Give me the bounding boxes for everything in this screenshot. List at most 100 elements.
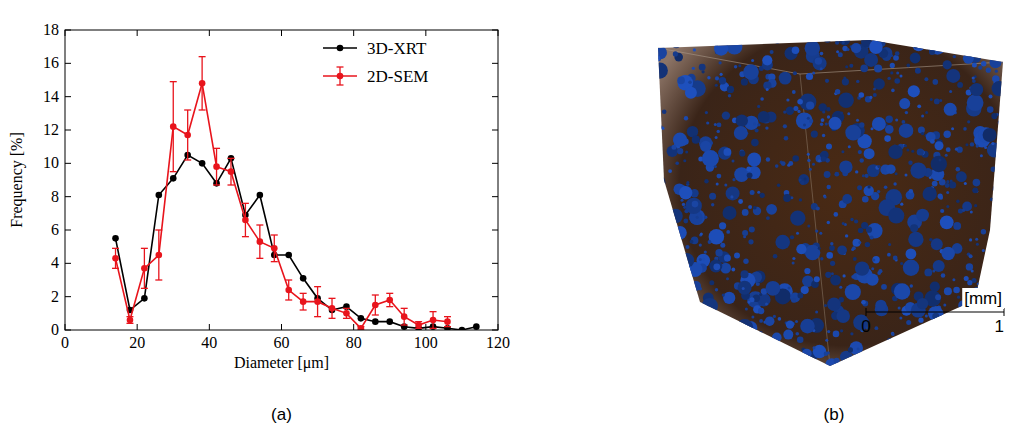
label-patch <box>962 288 1004 309</box>
point <box>213 163 220 170</box>
x-tick-top <box>137 30 138 36</box>
point <box>170 175 177 182</box>
y-tick-label: 14 <box>43 88 59 105</box>
y-tick <box>65 130 71 131</box>
error-bar <box>329 298 336 318</box>
x-tick <box>209 324 210 330</box>
series-line <box>116 83 448 328</box>
point <box>228 168 235 175</box>
x-tick-label: 20 <box>129 334 145 351</box>
x-tick-label: 80 <box>346 334 362 351</box>
scale-tick <box>1004 308 1005 316</box>
error-bar <box>343 308 350 318</box>
figure: 020406080100120024681012141618Diameter [… <box>0 0 1015 435</box>
x-tick-top <box>281 30 282 36</box>
error-bar <box>155 230 162 280</box>
x-tick-top <box>353 30 354 36</box>
panel-label: (a) <box>271 405 292 424</box>
scale-tick <box>866 308 867 316</box>
legend-entry: 2D-SEM <box>323 67 428 86</box>
point <box>358 325 365 330</box>
scale-label: 1 <box>995 317 1004 336</box>
legend-label: 3D-XRT <box>367 39 427 58</box>
error-bar <box>285 280 292 300</box>
point <box>242 217 249 224</box>
legend-entry: 3D-XRT <box>323 39 427 58</box>
y-tick-label: 0 <box>51 321 59 338</box>
error-bar <box>213 148 220 185</box>
point <box>257 192 264 199</box>
point <box>401 313 408 320</box>
y-tick-label: 2 <box>51 288 59 305</box>
error-bar <box>430 312 437 329</box>
point <box>415 322 422 329</box>
point <box>386 297 393 304</box>
point <box>199 160 206 167</box>
y-tick-label: 6 <box>51 221 59 238</box>
point <box>156 192 163 199</box>
error-bar <box>256 225 263 258</box>
scale-label: 0 <box>861 317 870 336</box>
series-line <box>116 155 477 330</box>
point <box>444 318 451 325</box>
x-tick-label: 100 <box>414 334 438 351</box>
error-bar <box>386 293 393 306</box>
error-bar <box>415 322 422 329</box>
point <box>285 252 292 259</box>
error-bar <box>141 248 148 288</box>
y-tick-right <box>492 130 498 131</box>
error-bar <box>372 295 379 315</box>
error-bar <box>314 287 321 317</box>
error-bar <box>184 110 191 160</box>
y-tick-right <box>492 96 498 97</box>
error-bar <box>271 235 278 262</box>
error-bar <box>170 82 177 172</box>
y-tick <box>65 63 71 64</box>
x-tick-label: 120 <box>486 334 510 351</box>
y-tick-label: 18 <box>43 21 59 38</box>
y-tick <box>65 96 71 97</box>
point <box>300 298 307 305</box>
plot-data <box>112 57 480 330</box>
point <box>271 245 278 252</box>
point <box>372 318 379 325</box>
point <box>184 132 191 139</box>
y-tick <box>65 163 71 164</box>
x-tick-label: 60 <box>274 334 290 351</box>
x-tick <box>281 324 282 330</box>
y-tick-right <box>492 263 498 264</box>
x-tick-top <box>209 30 210 36</box>
y-tick-label: 8 <box>51 188 59 205</box>
x-tick <box>353 324 354 330</box>
x-tick-label: 40 <box>201 334 217 351</box>
error-bar <box>300 293 307 310</box>
x-tick-label: 0 <box>61 334 69 351</box>
error-bar <box>242 203 249 236</box>
plot-frame <box>65 30 498 330</box>
y-tick-right <box>492 63 498 64</box>
spheres <box>650 34 1015 373</box>
point <box>314 298 321 305</box>
point <box>343 310 350 317</box>
point <box>127 317 134 324</box>
point <box>170 123 177 130</box>
point <box>156 252 163 259</box>
point <box>112 235 119 242</box>
x-axis-title: Diameter [μm] <box>234 354 329 372</box>
point <box>199 80 206 87</box>
y-tick <box>65 230 71 231</box>
point <box>358 315 365 322</box>
error-bar <box>112 248 119 268</box>
point <box>112 255 119 262</box>
scale-unit: [mm] <box>964 289 1002 308</box>
y-tick-label: 16 <box>43 54 59 71</box>
point <box>285 287 292 294</box>
y-tick <box>65 296 71 297</box>
point <box>386 318 393 325</box>
point <box>372 302 379 309</box>
point <box>401 323 408 330</box>
error-bar <box>126 317 133 324</box>
legend-label: 2D-SEM <box>367 67 428 86</box>
point <box>343 303 350 310</box>
error-bar <box>444 317 451 327</box>
